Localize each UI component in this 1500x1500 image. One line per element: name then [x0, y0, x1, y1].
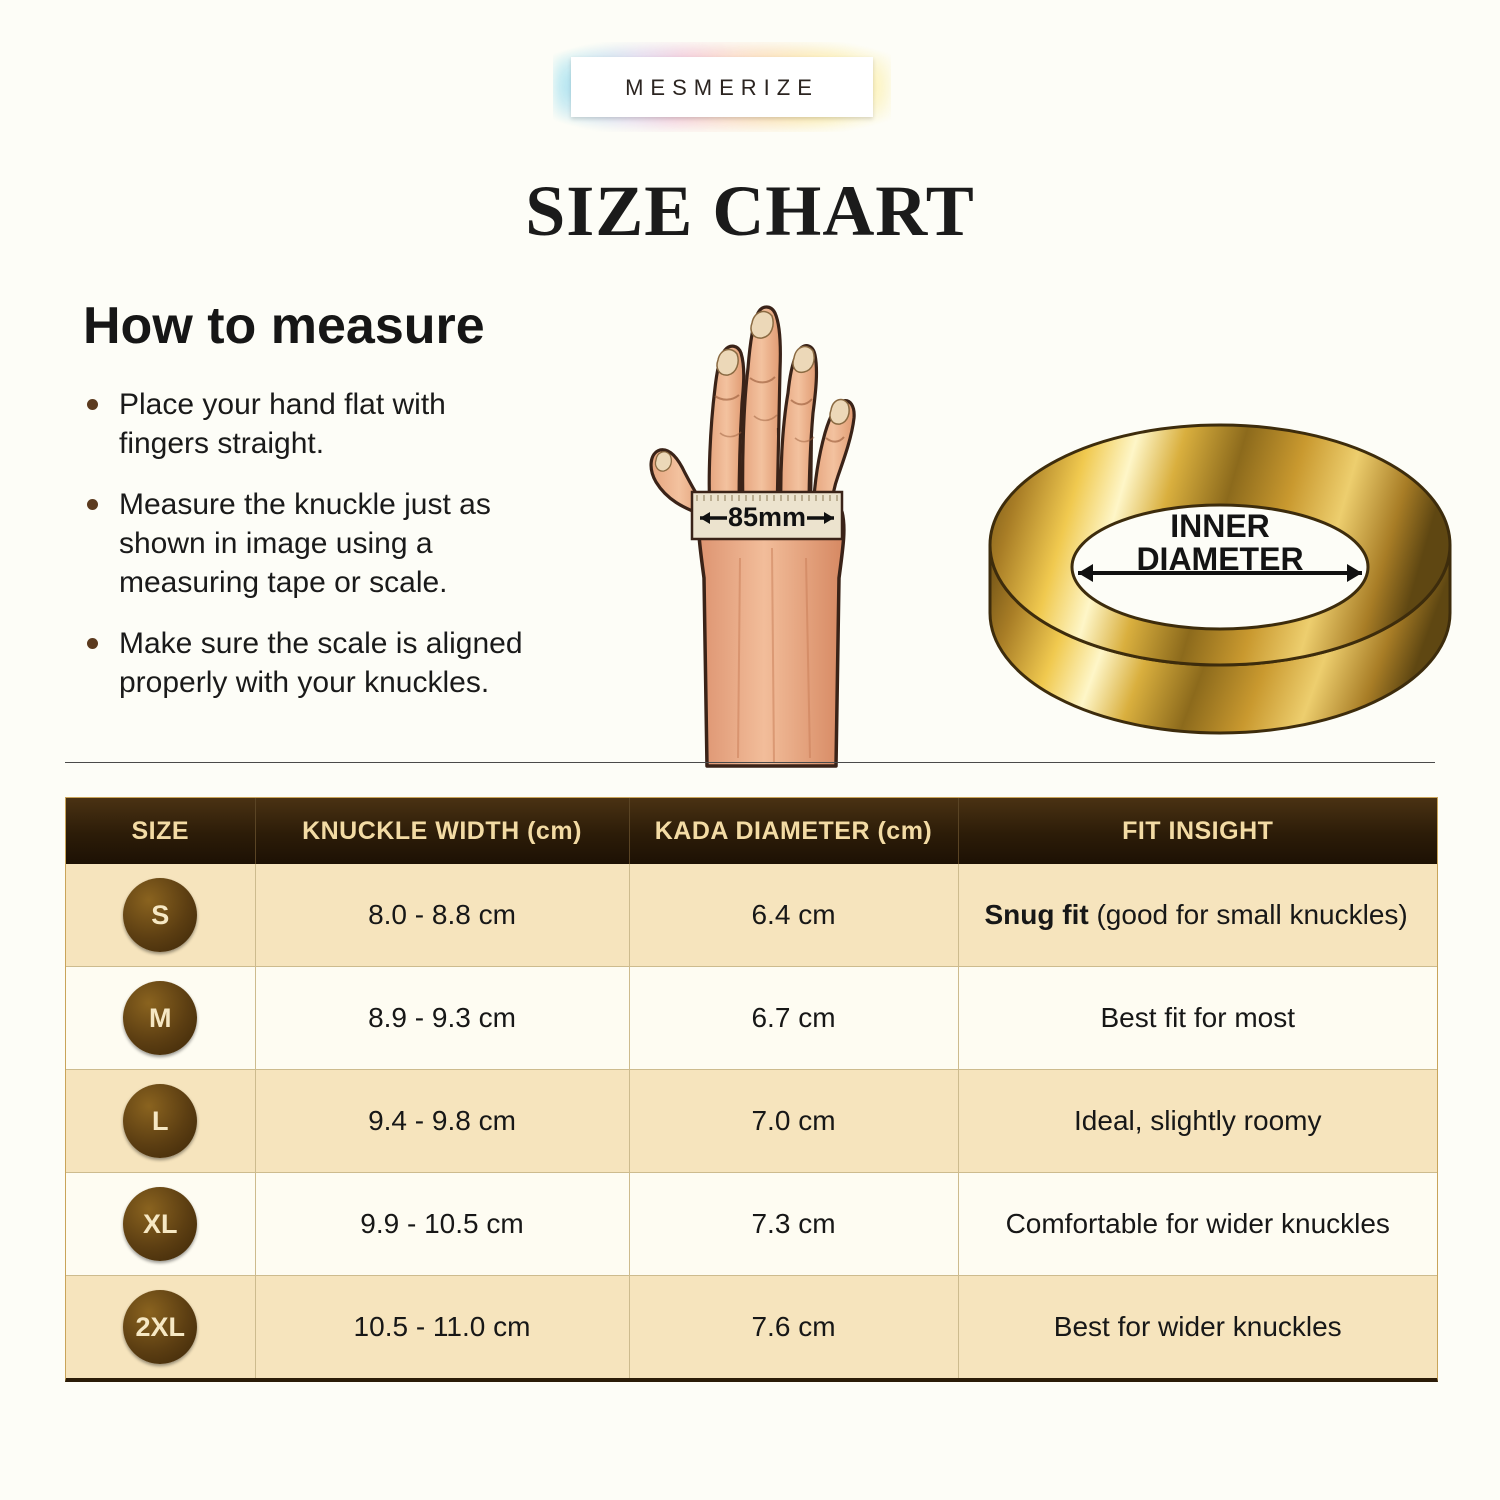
- svg-text:85mm: 85mm: [728, 502, 806, 532]
- svg-text:INNER: INNER: [1170, 508, 1270, 544]
- svg-text:DIAMETER: DIAMETER: [1136, 541, 1303, 577]
